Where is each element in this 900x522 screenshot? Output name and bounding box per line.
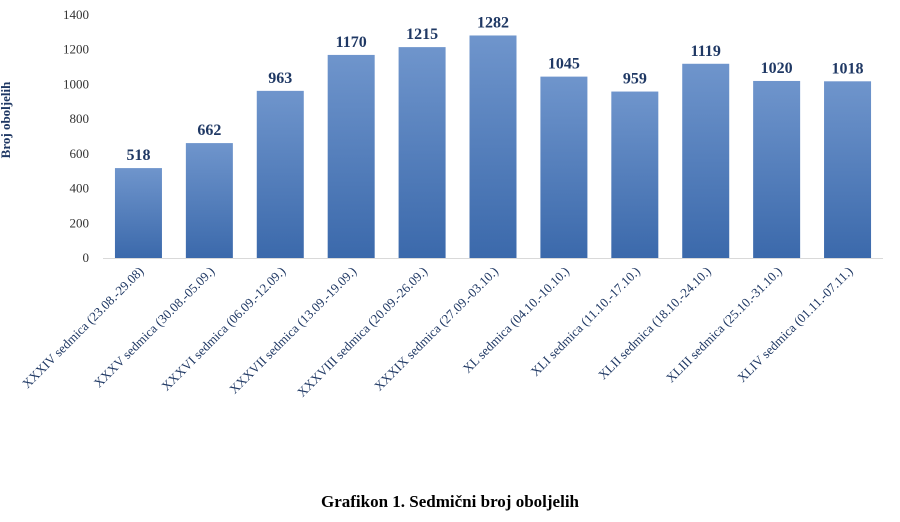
x-tick-label: XXXV sedmica (30.08.-05.09.) — [91, 264, 218, 391]
data-label: 1215 — [406, 26, 438, 43]
y-tick-label: 1400 — [63, 7, 89, 22]
y-tick-label: 400 — [70, 181, 90, 196]
x-tick-label: XXXVII sedmica (13.09.-19.09.) — [226, 264, 359, 397]
data-label: 1170 — [336, 34, 367, 51]
data-label: 662 — [197, 122, 221, 139]
y-tick-label: 600 — [70, 146, 90, 161]
bar — [327, 54, 375, 258]
data-label: 959 — [623, 71, 647, 88]
bar — [824, 81, 872, 258]
y-tick-label: 0 — [83, 250, 90, 265]
bar — [398, 47, 446, 258]
data-label: 1282 — [477, 14, 509, 31]
y-tick-label: 200 — [70, 215, 90, 230]
data-label: 1119 — [691, 43, 721, 60]
bar — [682, 63, 730, 258]
data-label: 1045 — [548, 56, 580, 73]
bar — [469, 35, 517, 258]
x-tick-label: XXXIX sedmica (27.09.-03.10.) — [371, 264, 501, 394]
bar — [114, 168, 162, 258]
bar — [185, 143, 233, 258]
x-tick-label: XXXVIII sedmica (20.09.-26.09.) — [294, 264, 430, 400]
x-tick-label: XXXVI sedmica (06.09.-12.09.) — [158, 264, 288, 394]
x-tick-label: XLIV sedmica (01.11.-07.11.) — [734, 264, 856, 386]
y-tick-label: 800 — [70, 111, 90, 126]
data-label: 518 — [126, 147, 150, 164]
y-tick-label: 1000 — [63, 76, 89, 91]
y-tick-label: 1200 — [63, 42, 89, 57]
bar — [256, 90, 304, 259]
x-tick-label: XLIII sedmica (25.10.-31.10.) — [663, 264, 785, 386]
data-label: 1020 — [761, 60, 793, 77]
x-tick-label: XLII sedmica (18.10.-24.10.) — [595, 264, 714, 383]
x-tick-label: XXXIV sedmica (23.08.-29.08) — [19, 264, 147, 392]
bar — [611, 91, 659, 258]
chart-caption: Grafikon 1. Sedmični broj oboljelih — [320, 492, 579, 511]
bar — [753, 80, 801, 258]
data-label: 1018 — [832, 60, 864, 77]
data-label: 963 — [268, 70, 292, 87]
bar — [540, 76, 588, 258]
y-axis-title: Broj oboljelih — [0, 81, 13, 158]
